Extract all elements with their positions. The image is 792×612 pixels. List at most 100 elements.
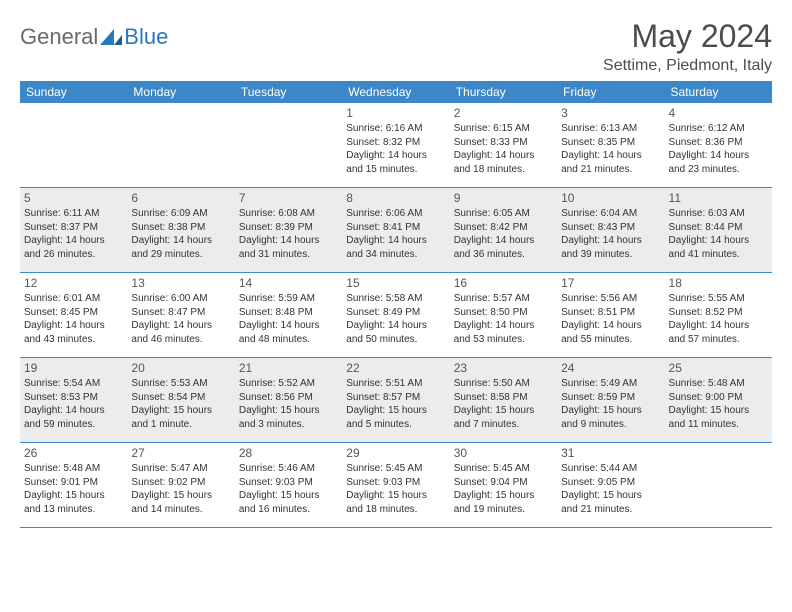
weekday-tuesday: Tuesday: [235, 81, 342, 103]
location: Settime, Piedmont, Italy: [603, 57, 772, 75]
day-details: Sunrise: 5:48 AMSunset: 9:01 PMDaylight:…: [24, 462, 123, 516]
sunset-text: Sunset: 8:38 PM: [131, 221, 230, 235]
daylight-text: Daylight: 14 hours and 31 minutes.: [239, 234, 338, 261]
sunset-text: Sunset: 9:05 PM: [561, 476, 660, 490]
daylight-text: Daylight: 15 hours and 18 minutes.: [346, 489, 445, 516]
day-details: Sunrise: 6:04 AMSunset: 8:43 PMDaylight:…: [561, 207, 660, 261]
sunset-text: Sunset: 8:35 PM: [561, 136, 660, 150]
daylight-text: Daylight: 14 hours and 26 minutes.: [24, 234, 123, 261]
daylight-text: Daylight: 15 hours and 1 minute.: [131, 404, 230, 431]
day-cell: 18 Sunrise: 5:55 AMSunset: 8:52 PMDayligh…: [665, 273, 772, 357]
day-details: Sunrise: 5:44 AMSunset: 9:05 PMDaylight:…: [561, 462, 660, 516]
sunrise-text: Sunrise: 6:00 AM: [131, 292, 230, 306]
day-number: 7: [239, 191, 338, 205]
day-number: 18: [669, 276, 768, 290]
daylight-text: Daylight: 14 hours and 55 minutes.: [561, 319, 660, 346]
day-number: 23: [454, 361, 553, 375]
sunset-text: Sunset: 8:42 PM: [454, 221, 553, 235]
sunrise-text: Sunrise: 6:05 AM: [454, 207, 553, 221]
sunset-text: Sunset: 8:57 PM: [346, 391, 445, 405]
day-details: Sunrise: 6:13 AMSunset: 8:35 PMDaylight:…: [561, 122, 660, 176]
day-cell: 4Sunrise: 6:12 AMSunset: 8:36 PMDaylight…: [665, 103, 772, 187]
sunset-text: Sunset: 8:51 PM: [561, 306, 660, 320]
day-cell: 9Sunrise: 6:05 AMSunset: 8:42 PMDaylight…: [450, 188, 557, 272]
day-cell: 17Sunrise: 5:56 AMSunset: 8:51 PMDayligh…: [557, 273, 664, 357]
day-cell: 22Sunrise: 5:51 AMSunset: 8:57 PMDayligh…: [342, 358, 449, 442]
sunset-text: Sunset: 9:03 PM: [239, 476, 338, 490]
day-cell: 30 Sunrise: 5:45 AMSunset: 9:04 PMDayligh…: [450, 443, 557, 527]
day-details: Sunrise: 5:51 AMSunset: 8:57 PMDaylight:…: [346, 377, 445, 431]
day-number: 20: [131, 361, 230, 375]
day-number: 3: [561, 106, 660, 120]
daylight-text: Daylight: 15 hours and 3 minutes.: [239, 404, 338, 431]
sunrise-text: Sunrise: 6:08 AM: [239, 207, 338, 221]
title-block: May 2024 Settime, Piedmont, Italy: [603, 18, 772, 75]
day-number: 30: [454, 446, 553, 460]
sunset-text: Sunset: 8:32 PM: [346, 136, 445, 150]
sunrise-text: Sunrise: 5:45 AM: [346, 462, 445, 476]
sunset-text: Sunset: 9:01 PM: [24, 476, 123, 490]
sunset-text: Sunset: 8:41 PM: [346, 221, 445, 235]
daylight-text: Daylight: 14 hours and 48 minutes.: [239, 319, 338, 346]
day-number: 16: [454, 276, 553, 290]
sunset-text: Sunset: 8:37 PM: [24, 221, 123, 235]
sunset-text: Sunset: 8:43 PM: [561, 221, 660, 235]
daylight-text: Daylight: 15 hours and 11 minutes.: [669, 404, 768, 431]
sunrise-text: Sunrise: 5:53 AM: [131, 377, 230, 391]
day-cell: 26 Sunrise: 5:48 AMSunset: 9:01 PMDayligh…: [20, 443, 127, 527]
day-details: Sunrise: 5:59 AMSunset: 8:48 PMDaylight:…: [239, 292, 338, 346]
day-details: Sunrise: 5:50 AMSunset: 8:58 PMDaylight:…: [454, 377, 553, 431]
day-details: Sunrise: 6:12 AMSunset: 8:36 PMDaylight:…: [669, 122, 768, 176]
week-row: 26 Sunrise: 5:48 AMSunset: 9:01 PMDayligh…: [20, 443, 772, 528]
day-number: 1: [346, 106, 445, 120]
day-cell: [235, 103, 342, 187]
day-cell: 2Sunrise: 6:15 AMSunset: 8:33 PMDaylight…: [450, 103, 557, 187]
sunrise-text: Sunrise: 5:59 AM: [239, 292, 338, 306]
day-number: 5: [24, 191, 123, 205]
weekday-friday: Friday: [557, 81, 664, 103]
sunrise-text: Sunrise: 5:56 AM: [561, 292, 660, 306]
daylight-text: Daylight: 15 hours and 19 minutes.: [454, 489, 553, 516]
sunset-text: Sunset: 9:00 PM: [669, 391, 768, 405]
day-details: Sunrise: 5:56 AMSunset: 8:51 PMDaylight:…: [561, 292, 660, 346]
week-row: 1 Sunrise: 6:16 AMSunset: 8:32 PM Daylight…: [20, 103, 772, 188]
day-cell: 3 Sunrise: 6:13 AMSunset: 8:35 PMDaylight…: [557, 103, 664, 187]
sunset-text: Sunset: 8:44 PM: [669, 221, 768, 235]
day-cell: 7Sunrise: 6:08 AMSunset: 8:39 PMDaylight…: [235, 188, 342, 272]
sunset-text: Sunset: 9:04 PM: [454, 476, 553, 490]
day-details: Sunrise: 5:47 AMSunset: 9:02 PMDaylight:…: [131, 462, 230, 516]
logo: General Blue: [20, 18, 168, 50]
day-cell: 14Sunrise: 5:59 AMSunset: 8:48 PMDayligh…: [235, 273, 342, 357]
day-details: Sunrise: 5:46 AMSunset: 9:03 PMDaylight:…: [239, 462, 338, 516]
day-cell: [20, 103, 127, 187]
day-number: 13: [131, 276, 230, 290]
sunset-text: Sunset: 8:36 PM: [669, 136, 768, 150]
day-number: 12: [24, 276, 123, 290]
sunrise-text: Sunrise: 6:01 AM: [24, 292, 123, 306]
day-number: 26: [24, 446, 123, 460]
day-cell: 24Sunrise: 5:49 AMSunset: 8:59 PMDayligh…: [557, 358, 664, 442]
day-number: 6: [131, 191, 230, 205]
daylight-text: Daylight: 14 hours and 21 minutes.: [561, 149, 660, 176]
day-details: Sunrise: 5:49 AMSunset: 8:59 PMDaylight:…: [561, 377, 660, 431]
header: General Blue May 2024 Settime, Piedmont,…: [20, 18, 772, 75]
daylight-text: Daylight: 14 hours and 57 minutes.: [669, 319, 768, 346]
sunset-text: Sunset: 8:49 PM: [346, 306, 445, 320]
daylight-text: Daylight: 14 hours and 34 minutes.: [346, 234, 445, 261]
day-details: Sunrise: 6:11 AMSunset: 8:37 PMDaylight:…: [24, 207, 123, 261]
sunrise-text: Sunrise: 6:15 AM: [454, 122, 553, 136]
calendar-page: General Blue May 2024 Settime, Piedmont,…: [0, 0, 792, 538]
day-details: Sunrise: 5:45 AMSunset: 9:04 PMDaylight:…: [454, 462, 553, 516]
day-details: Sunrise: 5:57 AMSunset: 8:50 PMDaylight:…: [454, 292, 553, 346]
day-cell: 6Sunrise: 6:09 AMSunset: 8:38 PMDaylight…: [127, 188, 234, 272]
day-details: Sunrise: 6:15 AMSunset: 8:33 PMDaylight:…: [454, 122, 553, 176]
sunrise-text: Sunrise: 5:47 AM: [131, 462, 230, 476]
weekday-thursday: Thursday: [450, 81, 557, 103]
day-details: Sunrise: 6:00 AMSunset: 8:47 PMDaylight:…: [131, 292, 230, 346]
sunset-text: Sunset: 8:53 PM: [24, 391, 123, 405]
sunrise-text: Sunrise: 6:16 AM: [346, 122, 445, 136]
day-cell: 27Sunrise: 5:47 AMSunset: 9:02 PMDayligh…: [127, 443, 234, 527]
sunrise-text: Sunrise: 5:50 AM: [454, 377, 553, 391]
day-details: Sunrise: 5:55 AMSunset: 8:52 PMDaylight:…: [669, 292, 768, 346]
daylight-text: Daylight: 15 hours and 13 minutes.: [24, 489, 123, 516]
